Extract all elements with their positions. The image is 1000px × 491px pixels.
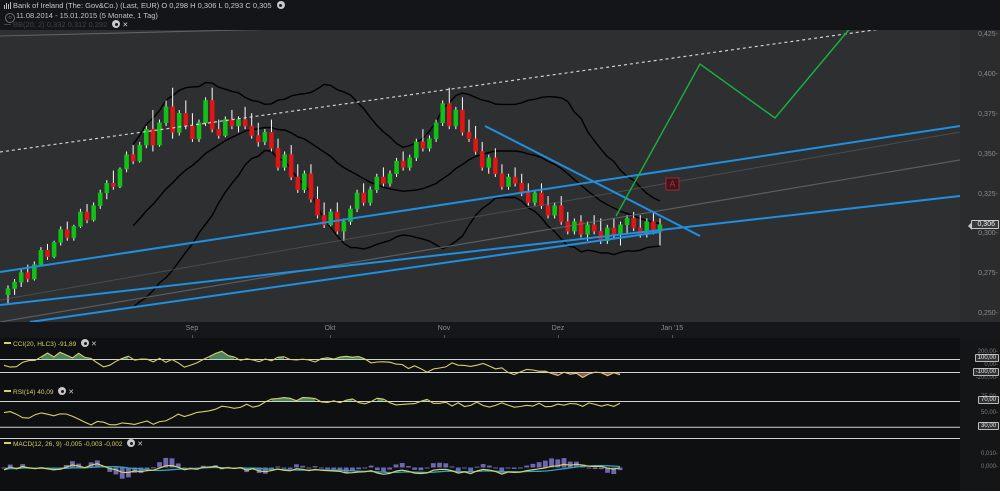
overlay-header-row: BB(20, 2) 0,332 0,312 0,292 ✕ xyxy=(4,20,128,29)
time-tick: Dez xyxy=(551,325,565,332)
cci-axis: 200,00- 0,00- -200,00- 100,00 -100,00 xyxy=(960,338,1000,386)
rsi-canvas xyxy=(0,386,960,438)
period-header-row: ○ 11.08.2014 - 15.01.2015 (5 Monate, 1 Ta… xyxy=(4,11,158,23)
macd-title-label: MACD(12, 26, 9) -0,005 -0,003 -0,002 xyxy=(13,441,123,448)
price-tick: 0,275- xyxy=(978,270,998,278)
indicator-pane-macd[interactable]: MACD(12, 26, 9) -0,005 -0,003 -0,002 ✕ xyxy=(0,438,960,491)
time-tick-mark xyxy=(444,335,445,338)
price-tick: 0,325- xyxy=(978,190,998,198)
cci-tick: -200,00- xyxy=(975,375,998,382)
cci-tick: 0,00- xyxy=(984,362,998,368)
current-price-badge: 0,306 xyxy=(968,219,999,230)
price-tick: 0,350- xyxy=(978,150,998,158)
macd-color-swatch-icon xyxy=(4,442,11,444)
time-tick: Nov xyxy=(437,325,451,332)
rsi-settings-icon[interactable] xyxy=(58,387,67,395)
instrument-title: Bank of Ireland (The: Gov&Co.) (Last, EU… xyxy=(13,1,272,10)
price-tick: 0,300- xyxy=(978,230,998,238)
rsi-title: RSI(14) 40,09 ✕ xyxy=(4,387,74,396)
time-tick: Jan '15 xyxy=(660,325,684,332)
rsi-title-label: RSI(14) 40,09 xyxy=(13,389,54,396)
instrument-settings-icon[interactable] xyxy=(276,1,285,9)
macd-title: MACD(12, 26, 9) -0,005 -0,003 -0,002 ✕ xyxy=(4,439,143,448)
time-tick-mark xyxy=(192,335,193,338)
clock-icon: ○ xyxy=(5,13,15,23)
chart-icon xyxy=(4,2,11,9)
cci-level-badge: -100,00 xyxy=(972,367,999,376)
macd-axis: 0,010- 0,000- xyxy=(960,438,1000,491)
bollinger-swatch-icon xyxy=(4,21,11,28)
rsi-color-swatch-icon xyxy=(4,390,11,392)
price-axis[interactable]: 0,425- 0,400- 0,375- 0,350- 0,325- 0,300- 0,27… xyxy=(960,0,1000,322)
rsi-level-badge: 30,00 xyxy=(977,422,999,431)
price-tick: 0,425- xyxy=(978,31,998,39)
overlay-settings-icon[interactable] xyxy=(112,20,121,28)
time-tick-mark xyxy=(330,335,331,338)
time-tick: Sep xyxy=(185,325,199,332)
cci-level-badge: 100,00 xyxy=(974,354,999,363)
macd-close-icon[interactable]: ✕ xyxy=(137,441,144,448)
rsi-level-badge: 70,00 xyxy=(977,396,999,405)
price-chart-pane[interactable]: A xyxy=(0,0,960,322)
svg-text:A: A xyxy=(669,179,675,189)
macd-tick: 0,000- xyxy=(980,463,998,470)
time-axis[interactable]: Sep Okt Nov Dez Jan '15 xyxy=(0,322,960,338)
cci-canvas xyxy=(0,338,960,386)
time-tick-mark xyxy=(558,335,559,338)
cci-title-label: CCI(20, HLC3) -91,89 xyxy=(13,341,77,348)
indicator-pane-cci[interactable]: CCI(20, HLC3) -91,89 ✕ xyxy=(0,338,960,386)
price-tick: 0,400- xyxy=(978,70,998,78)
overlay-close-icon[interactable]: ✕ xyxy=(122,22,129,29)
cci-close-icon[interactable]: ✕ xyxy=(91,341,97,348)
instrument-header-row: Bank of Ireland (The: Gov&Co.) (Last, EU… xyxy=(4,1,285,10)
cci-title: CCI(20, HLC3) -91,89 ✕ xyxy=(4,339,97,348)
price-tick: 0,250- xyxy=(978,310,998,318)
period-label: 11.08.2014 - 15.01.2015 (5 Monate, 1 Tag… xyxy=(16,11,158,20)
rsi-close-icon[interactable]: ✕ xyxy=(68,389,75,396)
rsi-tick: 50,00- xyxy=(980,410,998,417)
axis-corner xyxy=(960,322,1000,338)
indicator-pane-rsi[interactable]: RSI(14) 40,09 ✕ xyxy=(0,386,960,438)
macd-canvas xyxy=(0,438,960,491)
cci-settings-icon[interactable] xyxy=(81,339,90,347)
chart-header: Bank of Ireland (The: Gov&Co.) (Last, EU… xyxy=(0,0,1000,30)
time-tick: Okt xyxy=(324,325,336,332)
cci-color-swatch-icon xyxy=(4,342,11,344)
cci-tick: 200,00- xyxy=(977,348,998,355)
macd-settings-icon[interactable] xyxy=(127,439,136,447)
price-chart-canvas: A xyxy=(0,3,960,322)
time-tick-mark xyxy=(672,335,673,338)
price-tick: 0,375- xyxy=(978,110,998,118)
macd-tick: 0,010- xyxy=(980,450,998,457)
overlay-label: BB(20, 2) 0,332 0,312 0,292 xyxy=(13,20,108,29)
